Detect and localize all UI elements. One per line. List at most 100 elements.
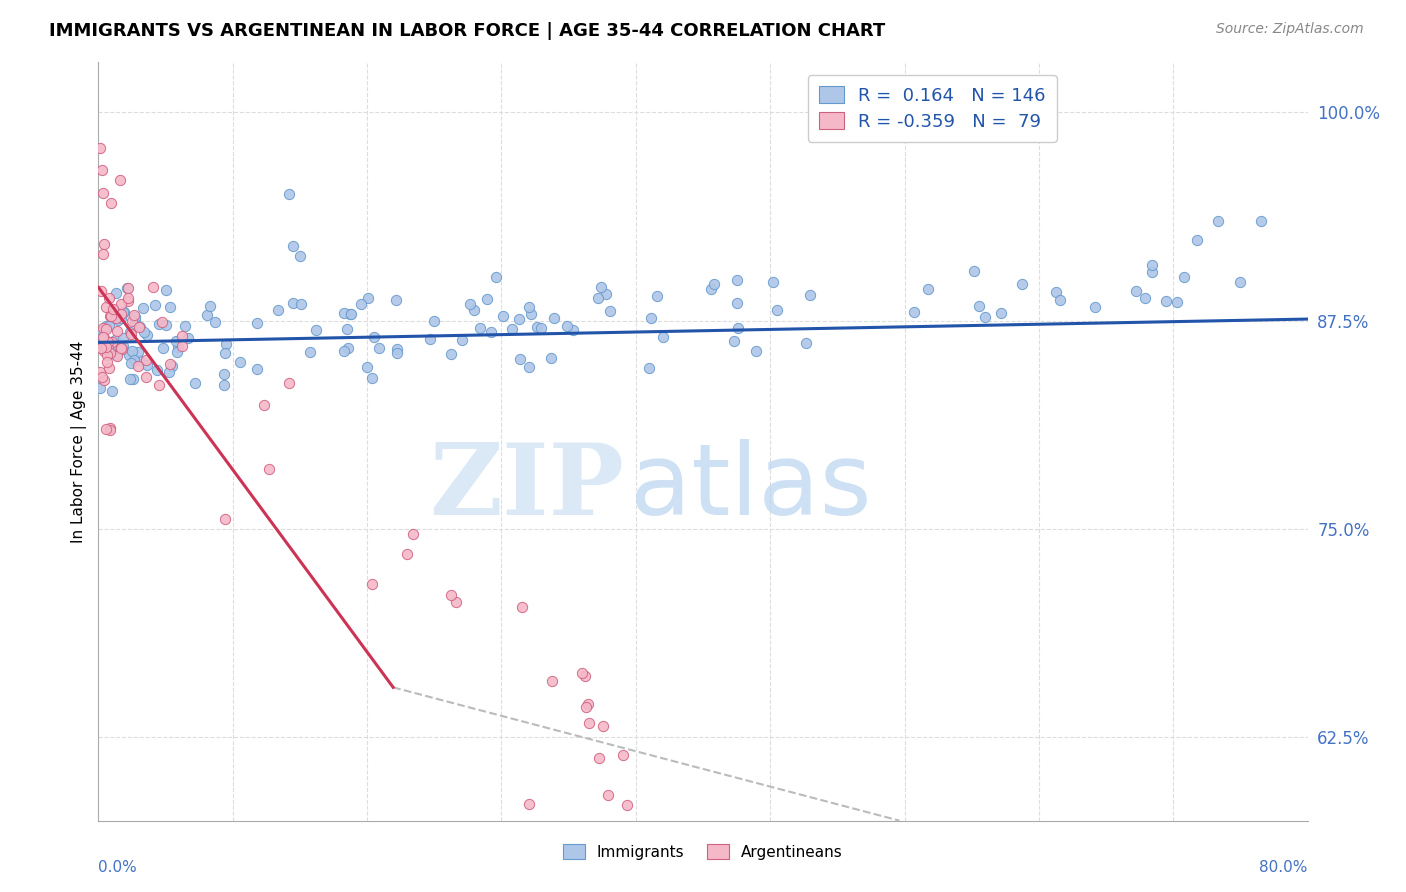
Point xyxy=(1208,214,1230,228)
Text: ZIP: ZIP xyxy=(429,439,624,535)
Point xyxy=(266,303,288,318)
Point xyxy=(903,305,925,319)
Point xyxy=(508,312,530,326)
Text: 0.0%: 0.0% xyxy=(98,860,138,874)
Point xyxy=(110,341,132,355)
Point xyxy=(555,318,578,333)
Point xyxy=(363,330,385,344)
Point xyxy=(540,674,562,689)
Point xyxy=(305,323,328,337)
Point xyxy=(96,340,118,354)
Point xyxy=(165,334,187,349)
Point xyxy=(90,342,112,356)
Point xyxy=(645,289,668,303)
Point xyxy=(128,320,150,334)
Point xyxy=(1166,295,1188,310)
Point xyxy=(124,313,146,327)
Point xyxy=(723,334,745,348)
Point xyxy=(385,342,408,356)
Point xyxy=(290,248,312,262)
Point xyxy=(281,296,304,310)
Point xyxy=(257,462,280,476)
Point xyxy=(93,373,115,387)
Point xyxy=(402,526,425,541)
Point xyxy=(146,363,169,377)
Point xyxy=(121,314,143,328)
Point xyxy=(571,665,593,680)
Point xyxy=(167,340,190,354)
Point xyxy=(589,280,612,294)
Text: 80.0%: 80.0% xyxy=(1260,860,1308,874)
Point xyxy=(98,421,121,435)
Point xyxy=(277,376,299,390)
Point xyxy=(479,325,502,339)
Point xyxy=(356,360,378,375)
Point xyxy=(491,309,513,323)
Point xyxy=(134,325,156,339)
Point xyxy=(290,296,312,310)
Point xyxy=(93,343,115,358)
Point xyxy=(385,293,408,308)
Point xyxy=(91,324,114,338)
Point xyxy=(93,331,115,345)
Point xyxy=(517,797,540,811)
Point xyxy=(520,307,543,321)
Point xyxy=(599,304,621,318)
Point xyxy=(120,326,142,341)
Point xyxy=(766,303,789,318)
Point xyxy=(104,285,127,300)
Point xyxy=(122,352,145,367)
Point xyxy=(204,315,226,329)
Point xyxy=(725,273,748,287)
Point xyxy=(97,318,120,333)
Point xyxy=(128,353,150,368)
Point xyxy=(129,320,152,334)
Point xyxy=(1142,258,1164,272)
Point xyxy=(118,348,141,362)
Point xyxy=(501,322,523,336)
Point xyxy=(699,283,721,297)
Point xyxy=(91,321,114,335)
Point xyxy=(121,372,143,386)
Point xyxy=(578,716,600,731)
Point xyxy=(121,344,143,359)
Point xyxy=(96,421,118,435)
Point xyxy=(124,310,146,324)
Point xyxy=(101,335,124,350)
Point xyxy=(281,239,304,253)
Point xyxy=(530,321,553,335)
Point xyxy=(214,512,236,526)
Point xyxy=(120,325,142,339)
Point xyxy=(253,398,276,412)
Point xyxy=(1187,233,1209,247)
Point xyxy=(100,339,122,353)
Point xyxy=(517,300,540,314)
Point xyxy=(1142,265,1164,279)
Point xyxy=(387,345,409,359)
Point xyxy=(105,324,128,338)
Point xyxy=(148,317,170,331)
Point xyxy=(595,286,617,301)
Point xyxy=(94,322,117,336)
Point xyxy=(98,360,121,375)
Point xyxy=(195,309,218,323)
Point xyxy=(333,344,356,359)
Point xyxy=(357,291,380,305)
Point xyxy=(451,334,474,348)
Point xyxy=(89,141,111,155)
Text: atlas: atlas xyxy=(630,439,872,535)
Point xyxy=(1229,275,1251,289)
Point xyxy=(592,719,614,733)
Point xyxy=(339,307,361,321)
Point xyxy=(576,698,599,712)
Point xyxy=(762,276,785,290)
Point xyxy=(198,299,221,313)
Point xyxy=(111,343,134,357)
Point xyxy=(91,328,114,343)
Point xyxy=(1125,285,1147,299)
Point xyxy=(745,344,768,359)
Point xyxy=(120,355,142,369)
Point xyxy=(616,798,638,813)
Point xyxy=(93,341,115,355)
Point xyxy=(136,358,159,372)
